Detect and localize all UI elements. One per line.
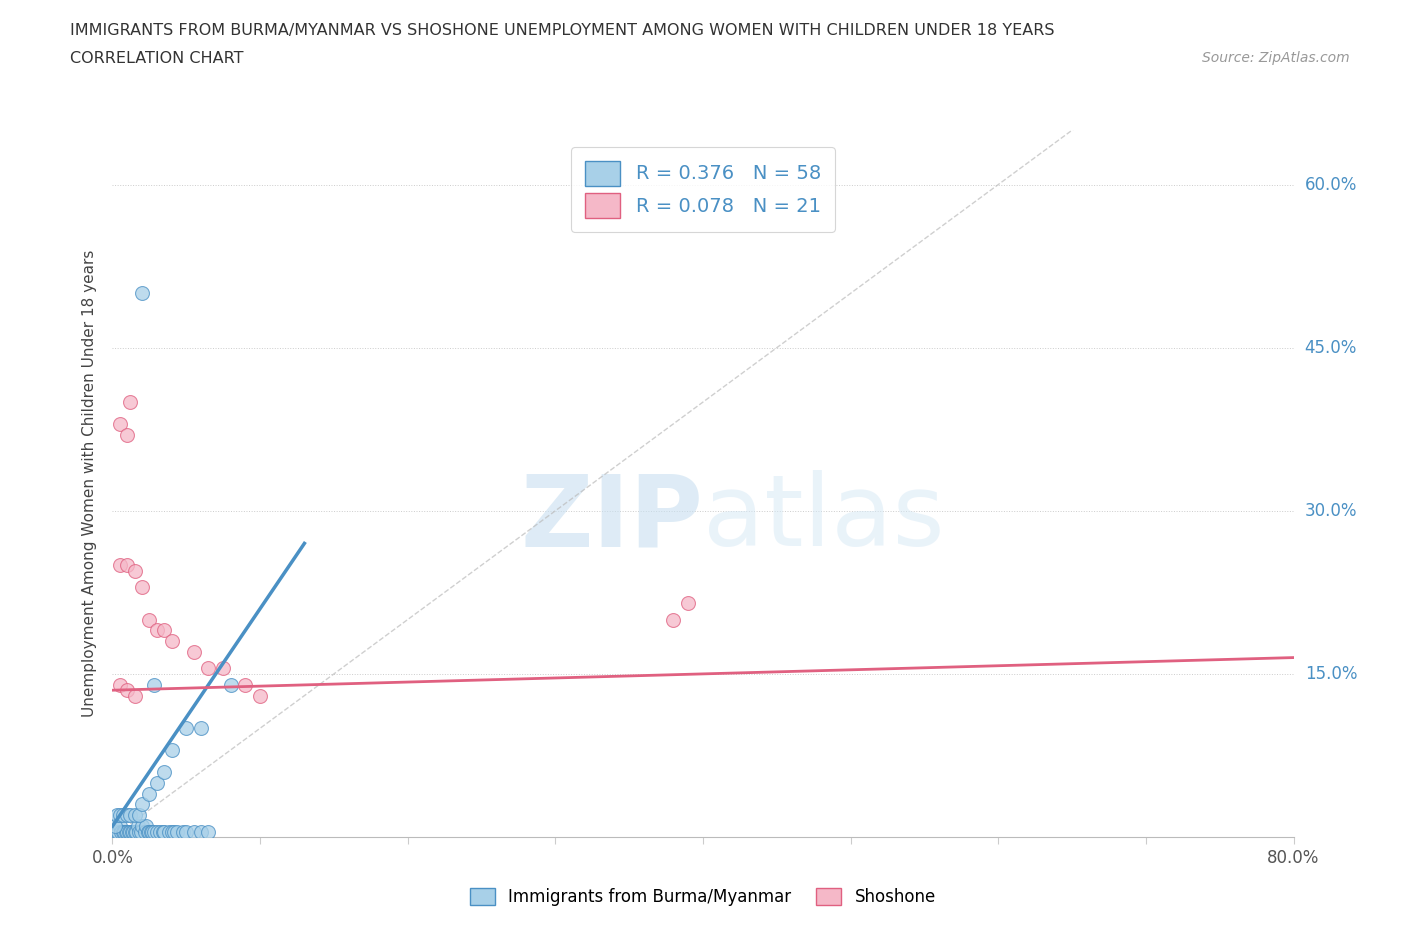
Point	[108, 417, 131, 432]
Point	[117, 824, 138, 839]
Point	[108, 558, 131, 573]
Point	[160, 634, 183, 649]
Point	[163, 824, 186, 839]
Point	[121, 824, 143, 839]
Point	[149, 824, 172, 839]
Point	[120, 824, 142, 839]
Point	[138, 824, 160, 839]
Point	[141, 824, 163, 839]
Point	[135, 818, 157, 833]
Point	[111, 824, 134, 839]
Text: Source: ZipAtlas.com: Source: ZipAtlas.com	[1202, 51, 1350, 65]
Point	[212, 661, 235, 676]
Point	[108, 818, 131, 833]
Point	[157, 824, 180, 839]
Point	[153, 623, 176, 638]
Text: ZIP: ZIP	[520, 471, 703, 567]
Point	[153, 764, 176, 779]
Point	[174, 721, 197, 736]
Point	[129, 824, 152, 839]
Point	[249, 688, 271, 703]
Point	[139, 824, 162, 839]
Point	[124, 824, 146, 839]
Point	[128, 808, 150, 823]
Text: 15.0%: 15.0%	[1305, 665, 1357, 683]
Point	[183, 644, 205, 659]
Point	[166, 824, 188, 839]
Point	[128, 824, 150, 839]
Point	[105, 824, 128, 839]
Point	[120, 394, 142, 409]
Point	[124, 808, 146, 823]
Point	[160, 824, 183, 839]
Point	[112, 824, 135, 839]
Point	[233, 677, 256, 692]
Point	[107, 824, 129, 839]
Point	[662, 612, 685, 627]
Point	[124, 564, 146, 578]
Y-axis label: Unemployment Among Women with Children Under 18 years: Unemployment Among Women with Children U…	[82, 250, 97, 717]
Point	[146, 824, 169, 839]
Point	[110, 824, 132, 839]
Point	[127, 818, 149, 833]
Point	[197, 824, 219, 839]
Point	[103, 824, 125, 839]
Point	[120, 808, 142, 823]
Point	[117, 683, 138, 698]
Point	[138, 786, 160, 801]
Point	[153, 824, 176, 839]
Point	[104, 818, 127, 833]
Point	[105, 808, 128, 823]
Text: 30.0%: 30.0%	[1305, 502, 1357, 520]
Point	[114, 824, 136, 839]
Point	[172, 824, 194, 839]
Text: 45.0%: 45.0%	[1305, 339, 1357, 357]
Point	[142, 677, 165, 692]
Text: CORRELATION CHART: CORRELATION CHART	[70, 51, 243, 66]
Point	[117, 427, 138, 442]
Point	[197, 661, 219, 676]
Point	[146, 623, 169, 638]
Point	[160, 742, 183, 757]
Point	[124, 688, 146, 703]
Point	[138, 612, 160, 627]
Point	[131, 286, 153, 300]
Point	[131, 797, 153, 812]
Point	[118, 824, 141, 839]
Legend: Immigrants from Burma/Myanmar, Shoshone: Immigrants from Burma/Myanmar, Shoshone	[464, 881, 942, 912]
Point	[219, 677, 242, 692]
Text: 60.0%: 60.0%	[1305, 176, 1357, 193]
Point	[122, 824, 145, 839]
Point	[125, 824, 148, 839]
Point	[131, 579, 153, 594]
Point	[117, 558, 138, 573]
Text: IMMIGRANTS FROM BURMA/MYANMAR VS SHOSHONE UNEMPLOYMENT AMONG WOMEN WITH CHILDREN: IMMIGRANTS FROM BURMA/MYANMAR VS SHOSHON…	[70, 23, 1054, 38]
Point	[134, 824, 156, 839]
Point	[678, 596, 700, 611]
Point	[183, 824, 205, 839]
Point	[152, 824, 174, 839]
Point	[131, 818, 153, 833]
Text: atlas: atlas	[703, 471, 945, 567]
Point	[146, 776, 169, 790]
Point	[117, 808, 138, 823]
Point	[111, 808, 134, 823]
Point	[190, 721, 212, 736]
Legend: R = 0.376   N = 58, R = 0.078   N = 21: R = 0.376 N = 58, R = 0.078 N = 21	[571, 147, 835, 232]
Point	[142, 824, 165, 839]
Point	[136, 824, 159, 839]
Point	[190, 824, 212, 839]
Point	[108, 677, 131, 692]
Point	[104, 824, 127, 839]
Point	[108, 808, 131, 823]
Point	[174, 824, 197, 839]
